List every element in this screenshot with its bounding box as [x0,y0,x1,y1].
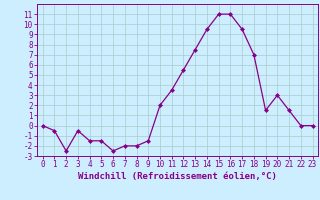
X-axis label: Windchill (Refroidissement éolien,°C): Windchill (Refroidissement éolien,°C) [78,172,277,181]
